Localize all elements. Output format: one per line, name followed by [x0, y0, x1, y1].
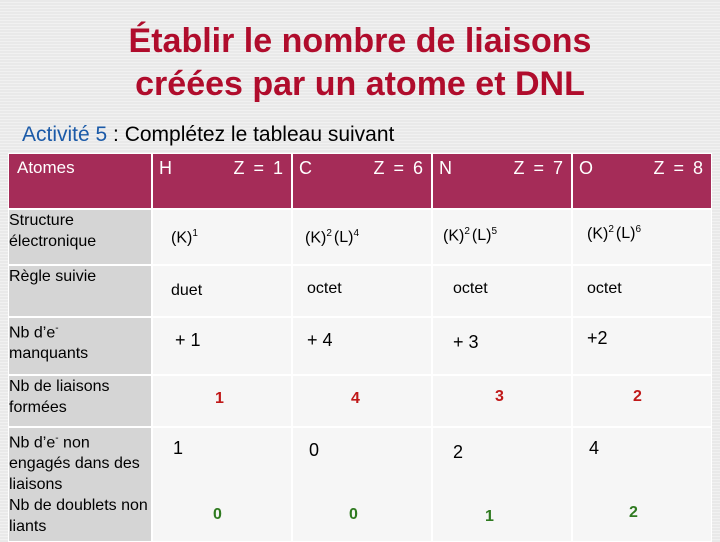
doublets-value: 2	[629, 504, 638, 521]
activity-text: : Complétez le tableau suivant	[107, 123, 395, 146]
atom-symbol: N	[439, 158, 452, 178]
atom-symbol: H	[159, 158, 172, 178]
activity-instruction: Activité 5 : Complétez le tableau suivan…	[22, 123, 394, 147]
table-row: Structure électronique (K)1 (K)2 (L)4 (K)…	[8, 209, 712, 265]
structure-cell-c: (K)2 (L)4	[292, 209, 432, 265]
doublets-value: 1	[485, 508, 494, 525]
page-title: Établir le nombre de liaisons créées par…	[0, 20, 720, 106]
row-label-doublets: Nb de doublets non liants	[9, 497, 148, 536]
header-atom-h: H Z = 1	[152, 153, 292, 209]
row-label-non-engages: Nb d’e- non engagés dans des liaisons	[9, 433, 140, 494]
manquants-cell-o: +2	[572, 317, 712, 375]
row-label-liaisons: Nb de liaisons formées	[8, 375, 152, 427]
table-row: Nb d’e-manquants + 1 + 4 + 3 +2	[8, 317, 712, 375]
non-engages-value: 1	[173, 438, 184, 458]
atoms-table: Atomes H Z = 1 C Z = 6 N Z = 7 O Z = 8 Struc…	[8, 153, 712, 542]
non-engages-value: 2	[453, 442, 464, 462]
structure-cell-n: (K)2 (L)5	[432, 209, 572, 265]
regle-cell-o: octet	[572, 265, 712, 317]
row-label-structure: Structure électronique	[8, 209, 152, 265]
activity-label: Activité 5	[22, 123, 108, 146]
atom-z: Z = 6	[373, 158, 425, 178]
atom-symbol: O	[579, 158, 594, 178]
header-atom-c: C Z = 6	[292, 153, 432, 209]
header-atomes: Atomes	[8, 153, 152, 209]
manquants-cell-c: + 4	[292, 317, 432, 375]
structure-cell-h: (K)1	[152, 209, 292, 265]
row-label-manquants: Nb d’e-manquants	[8, 317, 152, 375]
non-engages-value: 0	[309, 440, 320, 460]
manquants-cell-h: + 1	[152, 317, 292, 375]
structure-cell-o: (K)2 (L)6	[572, 209, 712, 265]
header-atom-o: O Z = 8	[572, 153, 712, 209]
row-label-regle: Règle suivie	[8, 265, 152, 317]
doublets-value: 0	[349, 506, 358, 523]
table-row: Nb de liaisons formées 1 4 3 2	[8, 375, 712, 427]
header-atom-n: N Z = 7	[432, 153, 572, 209]
liaisons-cell-c: 4	[292, 375, 432, 427]
regle-cell-c: octet	[292, 265, 432, 317]
atom-z: Z = 7	[513, 158, 565, 178]
non-engages-value: 4	[589, 438, 600, 458]
title-line-1: Établir le nombre de liaisons	[128, 22, 592, 60]
regle-cell-n: octet	[432, 265, 572, 317]
liaisons-cell-h: 1	[152, 375, 292, 427]
atom-z: Z = 8	[653, 158, 705, 178]
table-header-row: Atomes H Z = 1 C Z = 6 N Z = 7 O Z = 8	[8, 153, 712, 209]
title-line-2: créées par un atome et DNL	[135, 65, 585, 103]
regle-cell-h: duet	[152, 265, 292, 317]
manquants-cell-n: + 3	[432, 317, 572, 375]
table-row: Règle suivie duet octet octet octet	[8, 265, 712, 317]
table-row: Nb d’e- non engagés dans des liaisons Nb …	[8, 427, 712, 542]
liaisons-cell-o: 2	[572, 375, 712, 427]
atom-z: Z = 1	[233, 158, 285, 178]
row-label-non-engages-doublets: Nb d’e- non engagés dans des liaisons Nb …	[8, 427, 152, 542]
liaisons-cell-n: 3	[432, 375, 572, 427]
atom-symbol: C	[299, 158, 312, 178]
doublets-value: 0	[213, 506, 222, 523]
